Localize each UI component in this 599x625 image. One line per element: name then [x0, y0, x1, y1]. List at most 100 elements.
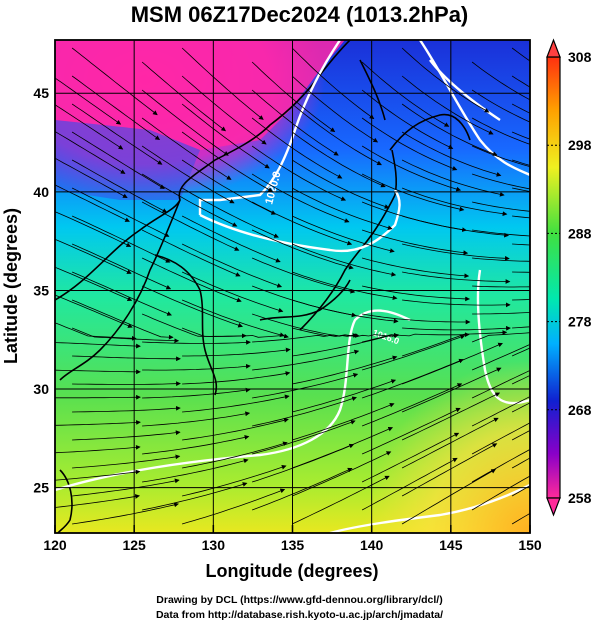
streamline [361, 173, 465, 212]
streamline [511, 131, 530, 140]
lat-tick-label: 35 [33, 282, 49, 298]
streamline [401, 330, 508, 357]
streamline [71, 103, 163, 165]
streamline [181, 243, 283, 288]
streamline [72, 430, 181, 441]
streamline [181, 327, 289, 339]
streamline [402, 325, 511, 331]
lat-tick-label: 30 [33, 381, 49, 397]
streamline [472, 285, 530, 288]
streamline [472, 201, 530, 212]
streamline [181, 159, 277, 215]
streamline [251, 117, 343, 179]
streamline [55, 394, 141, 400]
streamline [72, 454, 181, 469]
streamline [292, 327, 399, 339]
streamline [71, 131, 165, 189]
streamline [361, 89, 454, 149]
streamline [511, 374, 530, 385]
streamline [72, 502, 179, 525]
streamline [291, 47, 375, 120]
streamline [251, 467, 353, 511]
streamline [471, 448, 530, 483]
streamline [471, 343, 530, 371]
streamline [55, 294, 133, 328]
colorbar: 308 298 288 278 268 258 [546, 38, 592, 517]
streamline [251, 201, 353, 246]
streamline [71, 159, 168, 213]
streamline [472, 229, 530, 237]
streamline [141, 173, 238, 227]
streamline [55, 342, 141, 349]
streamline [511, 75, 530, 88]
streamline [401, 187, 508, 217]
streamline [402, 299, 511, 308]
streamline [71, 47, 158, 116]
streamline [71, 215, 171, 263]
streamline [142, 458, 249, 483]
lat-tick-label: 25 [33, 480, 49, 496]
streamline [142, 435, 250, 455]
lon-tick-label: 140 [360, 537, 384, 553]
streamline [252, 396, 357, 427]
streamline [142, 411, 251, 427]
streamline [291, 187, 393, 230]
streamline [181, 187, 279, 238]
streamline [55, 184, 130, 222]
streamline [182, 441, 288, 469]
streamline [55, 211, 132, 247]
streamline [472, 312, 530, 315]
streamline [55, 238, 132, 274]
streamline [251, 173, 350, 223]
streamline [142, 387, 251, 399]
streamline [141, 257, 242, 303]
streamline [291, 215, 395, 253]
streamline [361, 229, 469, 256]
streamline [72, 478, 180, 497]
streamline [181, 47, 264, 120]
lon-tick-label: 150 [518, 537, 542, 553]
plot-frame [54, 39, 531, 534]
streamline [291, 299, 399, 324]
streamline [401, 75, 494, 135]
streamline [71, 327, 180, 344]
streamline [291, 75, 379, 143]
streamline [55, 469, 141, 481]
colorbar-tick-label: 278 [568, 314, 592, 330]
streamline [252, 349, 360, 371]
streamline [182, 347, 291, 357]
streamline [471, 332, 530, 343]
streamline [142, 482, 248, 511]
streamline [402, 271, 511, 284]
streamline [71, 299, 174, 340]
lat-lon-grid [54, 40, 531, 533]
streamline [71, 243, 172, 290]
streamline [71, 187, 170, 237]
colorbar-top-arrow [546, 38, 561, 58]
streamline [55, 444, 141, 454]
streamline [181, 131, 273, 192]
streamline [182, 464, 287, 497]
streamline [401, 469, 496, 525]
longitude-tick-labels: 120 125 130 135 140 145 150 [43, 537, 542, 553]
lon-tick-label: 130 [202, 537, 226, 553]
streamline [141, 201, 240, 251]
streamline [511, 429, 530, 441]
streamline [401, 215, 509, 238]
streamline [292, 332, 399, 357]
streamline [471, 117, 530, 145]
weather-map-figure: 1020.0 1016.0 120 125 130 135 140 145 150 2530… [1, 38, 592, 581]
streamline [291, 131, 386, 188]
streamline [361, 407, 461, 455]
streamline [252, 373, 359, 399]
streamline [251, 257, 356, 294]
streamline [401, 47, 490, 113]
streamline [291, 475, 390, 525]
latitude-tick-labels: 25 30 35 40 45 [33, 85, 49, 495]
streamline [511, 457, 530, 469]
streamline [291, 451, 392, 497]
streamline [71, 75, 161, 141]
streamline [252, 333, 360, 343]
streamline [251, 229, 354, 270]
streamline [141, 229, 241, 277]
